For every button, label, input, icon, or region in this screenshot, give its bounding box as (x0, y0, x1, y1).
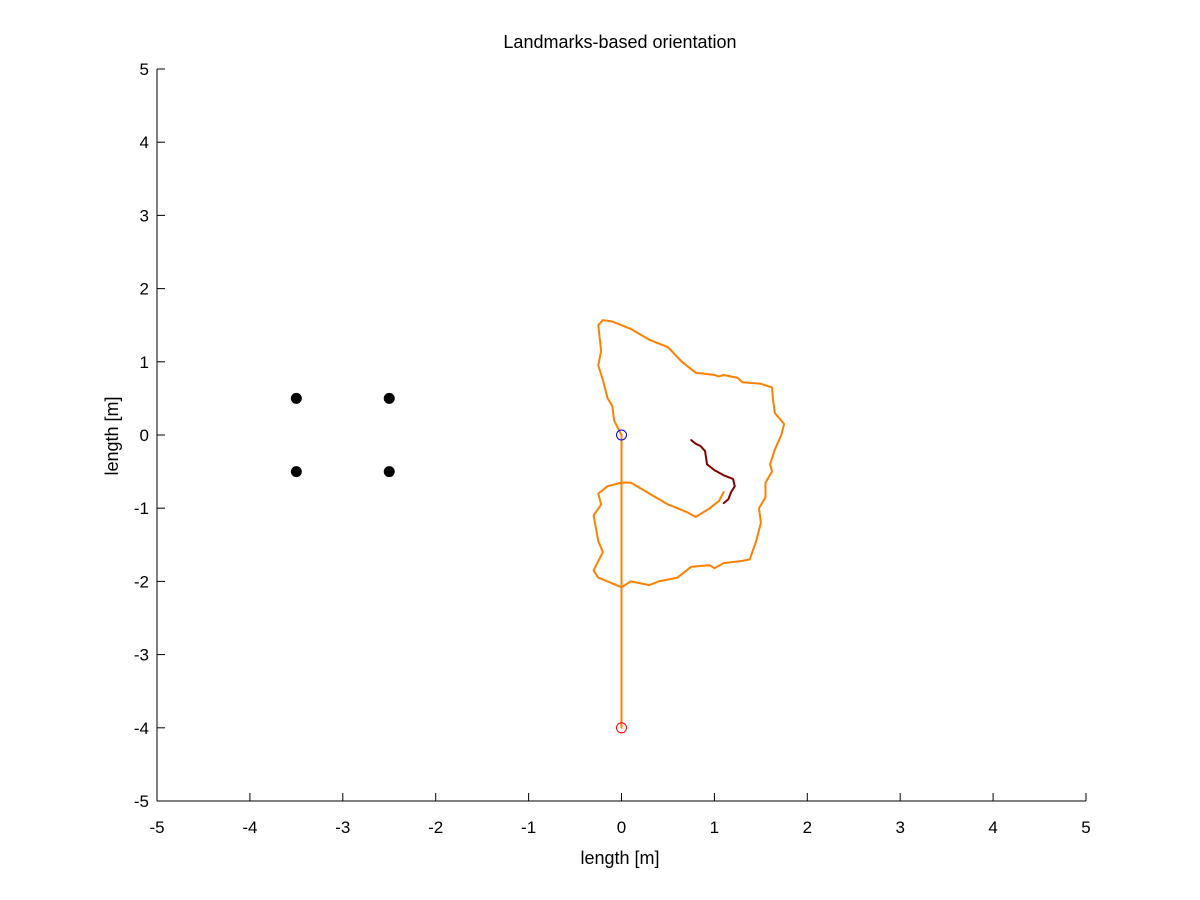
x-tick-label: -3 (335, 818, 350, 837)
axes: -5 -4 -3 -2 -1 0 1 2 3 4 5 -5 -4 -3 -2 -1 0 1 2 3 4 5 (134, 60, 1091, 837)
y-tick-label: -2 (134, 572, 149, 591)
x-tick-label: -1 (521, 818, 536, 837)
position-marker (616, 722, 627, 734)
y-axis-label: length [m] (102, 396, 122, 475)
y-tick-label: 5 (140, 60, 149, 79)
x-tick-label: 4 (988, 818, 997, 837)
x-tick-label: 1 (710, 818, 719, 837)
chart-title: Landmarks-based orientation (503, 32, 736, 52)
x-tick-label: -4 (242, 818, 257, 837)
y-tick-label: 3 (140, 206, 149, 225)
y-tick-label: 0 (140, 426, 149, 445)
x-tick-label: 2 (803, 818, 812, 837)
landmark-point (383, 466, 395, 478)
x-tick-label: -2 (428, 818, 443, 837)
x-tick-label: 0 (617, 818, 626, 837)
landmark-point (383, 392, 395, 404)
y-tick-label: 1 (140, 353, 149, 372)
y-tick-label: -1 (134, 499, 149, 518)
series-1-line (592, 319, 786, 589)
y-tick-label: -5 (134, 792, 149, 811)
series-2-line (690, 439, 736, 505)
plot-area (290, 319, 786, 734)
landmark-point (290, 466, 302, 478)
x-tick-label: -5 (149, 818, 164, 837)
y-tick-label: 2 (140, 280, 149, 299)
y-tick-label: -3 (134, 646, 149, 665)
x-tick-label: 5 (1081, 818, 1090, 837)
x-tick-label: 3 (895, 818, 904, 837)
y-tick-label: -4 (134, 719, 149, 738)
y-tick-label: 4 (140, 133, 149, 152)
x-axis-label: length [m] (580, 848, 659, 868)
landmark-point (290, 392, 302, 404)
position-marker (616, 429, 627, 441)
